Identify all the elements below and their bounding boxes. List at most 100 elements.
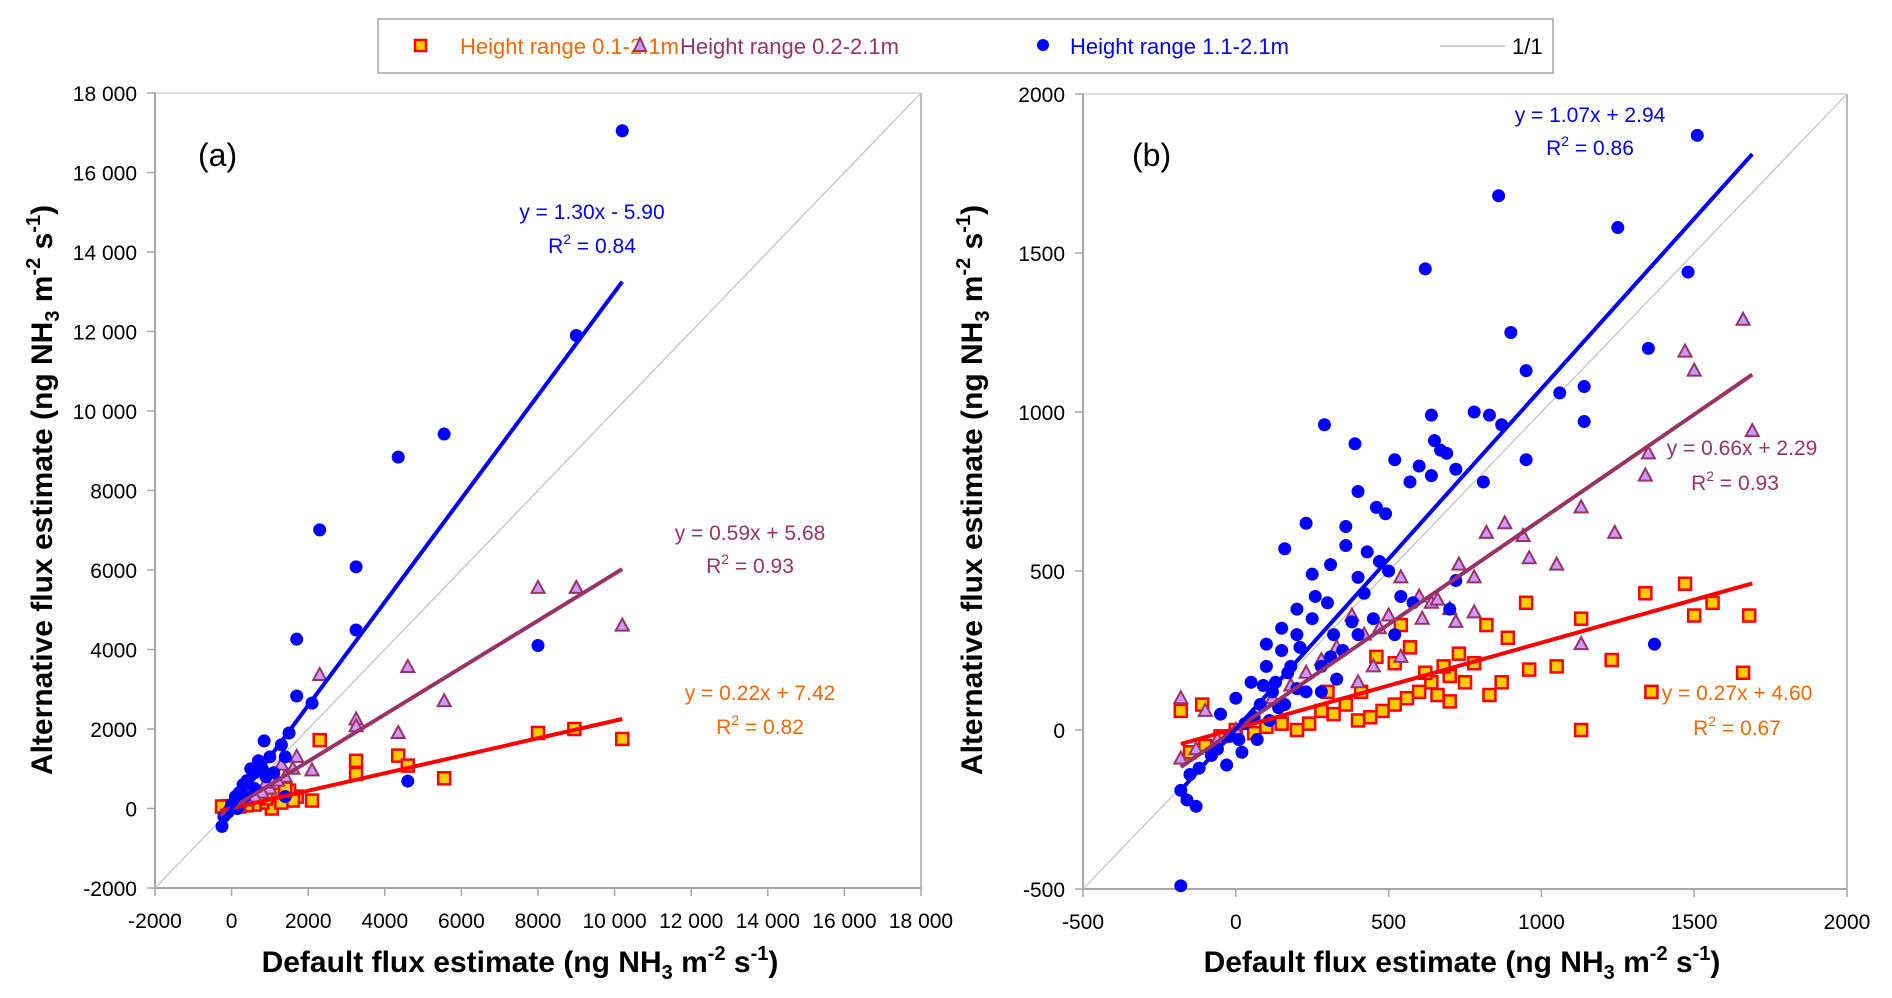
panel-b-point-circle [1232,733,1246,747]
panel-b-point-circle [1299,516,1313,530]
panel-b-purple-equation: y = 0.66x + 2.29 [1667,437,1818,460]
panel-a-y-tick-label: 14 000 [73,242,137,265]
panel-b-point-circle [1482,408,1496,422]
panel-b-point-circle [1278,542,1292,556]
panel-a-x-tick-label: 8000 [515,910,562,933]
panel-b-point-triangle [1640,444,1657,460]
panel-b-point-square [1399,690,1415,706]
panel-b-point-square [1375,703,1390,719]
panel-b-blue-r2: R2 = 0.86 [1546,133,1634,160]
panel-b-point-circle [1577,380,1591,394]
panel-b-point-circle [1388,628,1402,642]
panel-b-point-circle [1467,405,1481,419]
panel-b-point-circle [1308,589,1322,603]
panel-b-blue-equation: y = 1.07x + 2.94 [1515,104,1666,127]
panel-b-point-circle [1492,189,1506,203]
panel-b-ylabel: Alternative flux estimate (ng NH3 m-2 s-… [953,205,994,775]
panel-b-point-triangle [1392,647,1410,663]
panel-b-x-tick-label: -500 [1062,911,1104,934]
legend: Height range 0.1-2.1m Height range 0.2-2… [377,18,1554,74]
panel-a-xlabel: Default flux estimate (ng NH3 m-2 s-1) [262,943,779,984]
panel-a-x-tick-label: 10 000 [582,910,646,933]
panel-b-point-triangle [1606,523,1623,539]
panel-a-point-circle [531,639,545,653]
panel-b-point-circle [1339,519,1353,533]
panel-b-xlabel: Default flux estimate (ng NH3 m-2 s-1) [1204,943,1721,984]
panel-a-point-circle [290,689,304,703]
panel-a-x-tick-label: 6000 [438,910,485,933]
panel-a-point-circle [391,450,405,464]
panel-b-point-triangle [1520,549,1538,565]
panel-b-point-circle [1476,475,1490,489]
panel-a-point-circle [290,632,304,646]
panel-b-point-circle [1275,621,1289,635]
panel-b-point-square [1518,595,1534,611]
panel-b-point-triangle [1392,568,1410,584]
panel-b-point-circle [1418,262,1432,276]
panel-b-point-circle [1305,612,1319,626]
panel-b-point-circle [1189,799,1203,813]
panel-a-x-tick-label: 12 000 [659,910,723,933]
panel-b-point-square [1393,617,1409,633]
panel-b-point-circle [1214,707,1228,721]
panel-b-point-triangle [1197,701,1214,717]
panel-b-point-circle [1504,326,1518,339]
panel-a-point-triangle [311,665,328,681]
panel-b-point-triangle [1414,609,1431,625]
panel-a-point-triangle [435,692,453,708]
panel-b-y-tick-label: 1000 [1018,402,1065,425]
panel-a-y-tick-label: 12 000 [73,322,137,345]
panel-b-point-triangle [1465,568,1483,584]
panel-a-blue-equation: y = 1.30x - 5.90 [519,201,664,224]
panel-b-point-circle [1382,564,1396,578]
panel-b-point-circle [1314,685,1328,699]
panel-a-point-circle [401,774,415,788]
panel-b-point-triangle [1478,523,1495,539]
panel-b-point-square [1350,713,1366,728]
panel-b-point-square [1326,706,1341,722]
panel-b-point-triangle [1686,361,1703,377]
panel-b-point-circle [1519,453,1533,467]
panel-b-x-tick-label: 500 [1371,911,1406,934]
panel-b-point-circle [1327,628,1341,642]
legend-label-2: Height range 1.1-2.1m [1070,34,1289,59]
panel-b-point-circle [1641,341,1655,355]
panel-b-point-triangle [1380,606,1397,622]
panel-b-point-circle [1345,615,1359,629]
panel-b-point-circle [1647,637,1661,651]
panel-b-point-square [1521,662,1537,677]
panel-b-y-tick-label: 0 [1053,720,1065,743]
panel-a-label: (a) [198,137,237,173]
panel-b-point-circle [1553,386,1567,400]
panel-b-point-circle [1250,733,1264,747]
panel-b-point-triangle [1637,466,1654,482]
legend-marker-circle [1037,39,1049,51]
panel-b-point-square [1573,611,1589,626]
panel-b-y-tick-label: 2000 [1018,84,1065,107]
panel-b-y-tick-label: 1500 [1018,243,1065,266]
panel-b-point-triangle [1172,749,1189,765]
panel-b: -500 0 500 1000 1500 2000 -500 0 500 1000 1500 2000… [953,84,1870,984]
panel-a-y-tick-label: 6000 [90,560,137,583]
panel-a-y-tick-label: 10 000 [73,401,137,424]
panel-a-orange-r2: R2 = 0.82 [716,712,804,739]
panel-b-point-circle [1412,459,1426,473]
panel-b-point-circle [1180,793,1194,807]
panel-b-point-square [1741,608,1757,623]
panel-b-point-circle [1440,446,1454,460]
panel-b-point-circle [1320,596,1334,610]
panel-b-point-circle [1577,415,1591,429]
panel-a-point-circle [615,124,629,138]
panel-a-fit-line-triangle [219,567,624,818]
panel-a-x-tick-label: 0 [226,910,238,933]
panel-b-point-circle [1235,745,1249,759]
panel-b-point-square [1411,684,1427,700]
panel-b-orange-r2: R2 = 0.67 [1693,713,1781,740]
panel-a-x-tick-label: 2000 [285,910,332,933]
panel-b-orange-equation: y = 0.27x + 4.60 [1662,682,1813,705]
panel-b-point-circle [1256,678,1270,692]
panel-b-point-triangle [1450,555,1468,571]
panel-b-point-triangle [1365,657,1382,673]
panel-b-point-circle [1369,500,1383,514]
legend-marker-square [413,38,428,53]
